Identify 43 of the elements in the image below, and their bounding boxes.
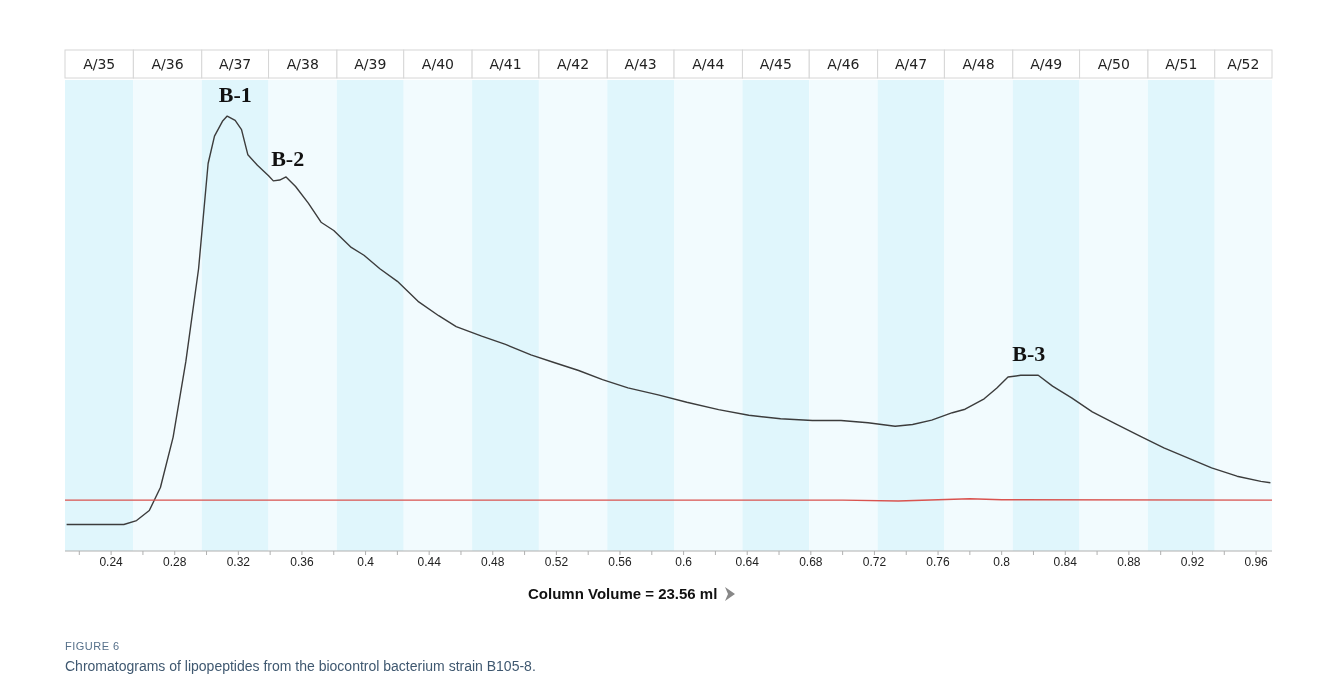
x-axis-title: Column Volume = 23.56 ml xyxy=(528,585,718,602)
x-tick-label: 0.44 xyxy=(417,554,442,569)
band-label: A/40 xyxy=(421,56,454,72)
band-label: A/38 xyxy=(286,56,319,72)
annotation: B-3 xyxy=(1012,341,1046,367)
x-tick-label: 0.4 xyxy=(357,554,375,569)
x-tick-label: 0.52 xyxy=(544,554,569,569)
x-tick-label: 0.92 xyxy=(1180,554,1205,569)
band-label: A/52 xyxy=(1227,56,1260,72)
band-label: A/46 xyxy=(827,56,860,72)
x-tick-label: 0.88 xyxy=(1117,554,1141,569)
band-label: A/50 xyxy=(1097,56,1130,72)
x-tick-label: 0.68 xyxy=(799,554,823,569)
x-tick-label: 0.48 xyxy=(481,554,505,569)
x-tick-label: 0.28 xyxy=(163,554,187,569)
band-label: A/39 xyxy=(354,56,387,72)
x-tick-label: 0.56 xyxy=(608,554,632,569)
annotation: B-1 xyxy=(218,82,252,108)
text: FIGURE 6 xyxy=(65,640,121,652)
band-label: A/37 xyxy=(219,56,252,72)
x-tick-label: 0.24 xyxy=(99,554,124,569)
x-tick-label: 0.64 xyxy=(735,554,760,569)
x-tick-label: 0.36 xyxy=(290,554,314,569)
band-label: A/42 xyxy=(557,56,590,72)
band-label: A/51 xyxy=(1165,56,1198,72)
text: Chromatograms of lipopeptides from the biocontrol bacterium strain B105-8. xyxy=(65,658,537,674)
band-label: A/43 xyxy=(624,56,657,72)
band-label: A/49 xyxy=(1030,56,1063,72)
x-tick-label: 0.6 xyxy=(675,554,693,569)
band-label: A/47 xyxy=(894,56,928,72)
x-tick-label: 0.32 xyxy=(226,554,251,569)
x-tick-label: 0.96 xyxy=(1244,554,1269,569)
x-tick-label: 0.8 xyxy=(993,554,1011,569)
band-label: A/48 xyxy=(962,56,995,72)
annotation: B-2 xyxy=(271,146,305,172)
band-label: A/41 xyxy=(489,56,522,72)
band-label: A/36 xyxy=(151,56,184,72)
band-label: A/45 xyxy=(759,56,792,72)
band-label: A/44 xyxy=(692,56,725,72)
x-tick-label: 0.84 xyxy=(1053,554,1078,569)
band-label: A/35 xyxy=(83,56,116,72)
x-tick-label: 0.76 xyxy=(926,554,951,569)
x-tick-label: 0.72 xyxy=(862,554,887,569)
